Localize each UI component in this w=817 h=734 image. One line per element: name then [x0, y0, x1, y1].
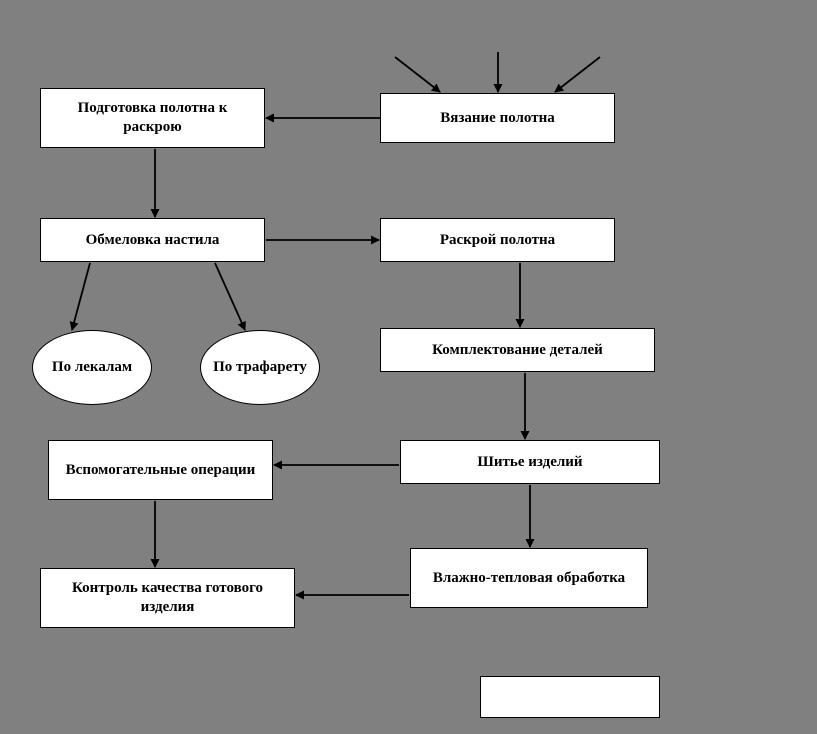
node-wet-heat: Влажно-тепловая обработка: [410, 548, 648, 608]
node-by-stencil: По трафарету: [200, 330, 320, 405]
node-label: Вязание полотна: [440, 109, 555, 128]
node-aux-operations: Вспомогательные операции: [48, 440, 273, 500]
node-label: Влажно-тепловая обработка: [433, 569, 625, 588]
node-label: Раскрой полотна: [440, 231, 555, 250]
node-empty: [480, 676, 660, 718]
node-by-patterns: По лекалам: [32, 330, 152, 405]
node-cutting: Раскрой полотна: [380, 218, 615, 262]
node-label: Вспомогательные операции: [66, 461, 256, 480]
node-sewing: Шитье изделий: [400, 440, 660, 484]
node-chalking: Обмеловка настила: [40, 218, 265, 262]
node-label: По лекалам: [52, 358, 132, 377]
node-knitting: Вязание полотна: [380, 93, 615, 143]
node-label: Шитье изделий: [477, 453, 582, 472]
node-label: По трафарету: [213, 358, 307, 377]
node-label: Контроль качества готового изделия: [49, 579, 286, 617]
node-label: Обмеловка настила: [86, 231, 220, 250]
node-label: Подготовка полотна к раскрою: [49, 99, 256, 137]
node-assembling-parts: Комплектование деталей: [380, 328, 655, 372]
node-label: Комплектование деталей: [432, 341, 603, 360]
node-prep-fabric: Подготовка полотна к раскрою: [40, 88, 265, 148]
flowchart-canvas: Подготовка полотна к раскрою Вязание пол…: [0, 0, 817, 734]
node-quality-control: Контроль качества готового изделия: [40, 568, 295, 628]
